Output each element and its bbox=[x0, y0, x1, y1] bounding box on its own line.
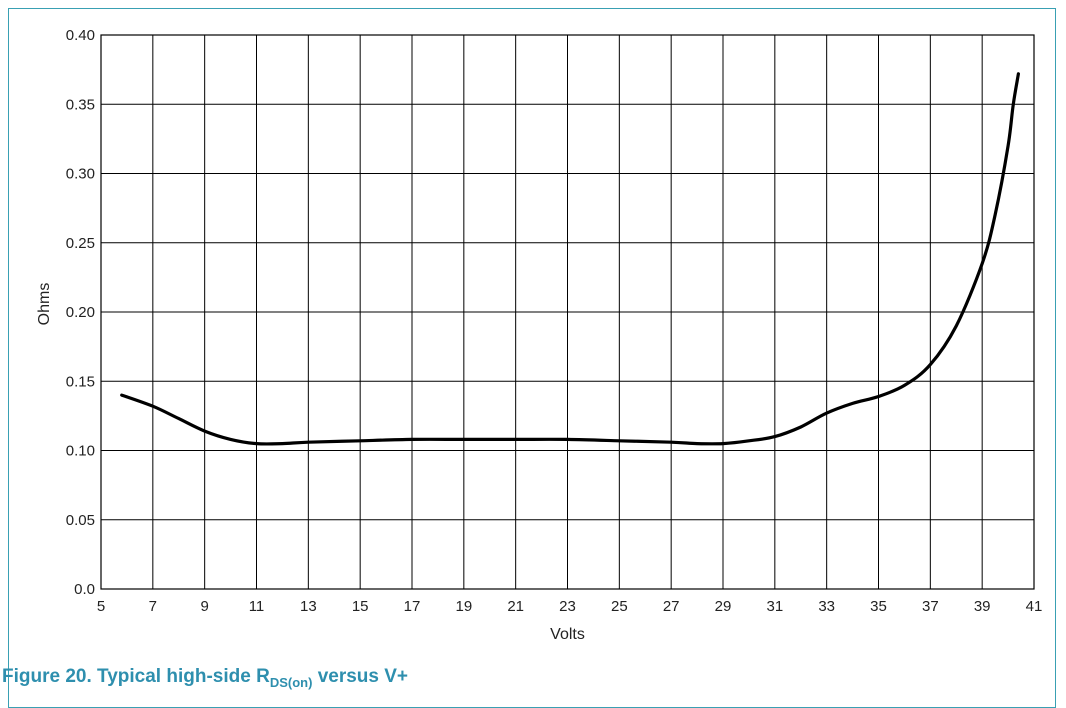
x-tick-label: 15 bbox=[352, 598, 369, 615]
caption-suffix: versus V+ bbox=[312, 666, 409, 687]
y-tick-label: 0.35 bbox=[66, 96, 95, 113]
x-tick-label: 35 bbox=[870, 598, 887, 615]
caption-prefix: Figure 20. Typical high-side R bbox=[2, 666, 270, 687]
x-tick-label: 27 bbox=[663, 598, 680, 615]
series-line bbox=[120, 72, 1020, 446]
x-tick-label: 29 bbox=[715, 598, 732, 615]
x-tick-label: 21 bbox=[507, 598, 524, 615]
y-tick-label: 0.0 bbox=[74, 581, 95, 598]
x-tick-label: 23 bbox=[559, 598, 576, 615]
y-axis-title: Ohms bbox=[36, 283, 53, 326]
y-tick-label: 0.05 bbox=[66, 512, 95, 529]
figure-frame: 5 7 9 11 13 15 17 19 21 23 25 27 29 31 33 35 37 39 41 0.0 0.… bbox=[8, 8, 1056, 708]
y-tick-label: 0.25 bbox=[66, 235, 95, 252]
x-tick-label: 5 bbox=[97, 598, 105, 615]
x-tick-label: 19 bbox=[455, 598, 472, 615]
y-tick-label: 0.15 bbox=[66, 373, 95, 390]
x-tick-label: 11 bbox=[249, 598, 265, 615]
x-tick-label: 39 bbox=[974, 598, 991, 615]
x-tick-label: 9 bbox=[200, 598, 208, 615]
x-tick-label: 25 bbox=[611, 598, 628, 615]
x-tick-label: 7 bbox=[149, 598, 157, 615]
y-tick-label: 0.10 bbox=[66, 443, 95, 460]
x-axis-title: Volts bbox=[550, 626, 585, 643]
x-tick-label: 37 bbox=[922, 598, 939, 615]
y-tick-label: 0.40 bbox=[66, 27, 95, 44]
plot-border bbox=[100, 34, 1035, 590]
y-tick-label: 0.30 bbox=[66, 166, 95, 183]
x-tick-label: 17 bbox=[404, 598, 421, 615]
caption-subscript: DS(on) bbox=[269, 674, 313, 690]
x-tick-label: 41 bbox=[1026, 598, 1043, 615]
x-tick-label: 31 bbox=[766, 598, 783, 615]
figure-caption: Figure 20. Typical high-side RDS(on) ver… bbox=[2, 666, 408, 690]
x-tick-label: 33 bbox=[818, 598, 835, 615]
x-tick-label: 13 bbox=[300, 598, 317, 615]
chart: 5 7 9 11 13 15 17 19 21 23 25 27 29 31 33 35 37 39 41 0.0 0.… bbox=[36, 27, 1043, 643]
y-tick-label: 0.20 bbox=[66, 304, 95, 321]
